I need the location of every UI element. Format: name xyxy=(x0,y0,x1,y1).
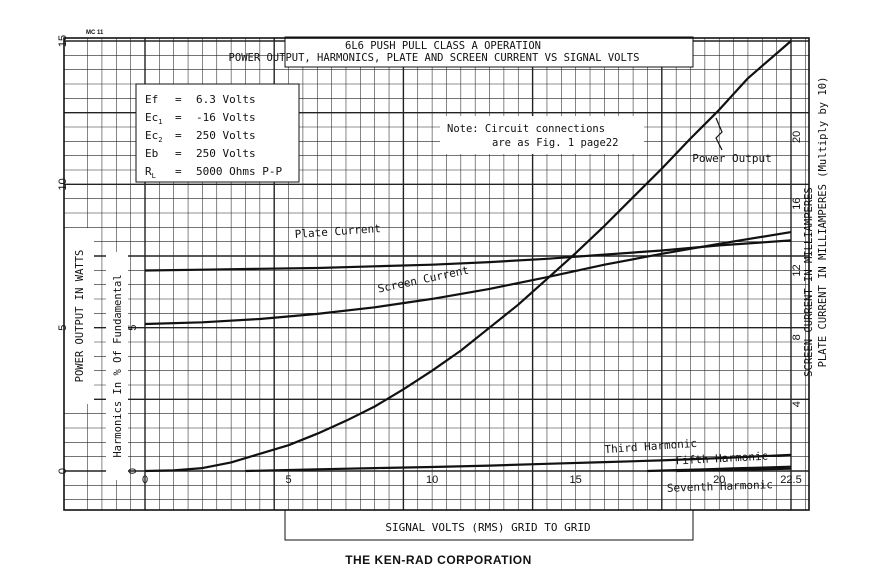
x-axis-label: SIGNAL VOLTS (RMS) GRID TO GRID xyxy=(385,521,590,534)
condition-symbol: Ec1 xyxy=(145,111,162,126)
title-box xyxy=(284,36,694,68)
note-line-1: Note: Circuit connections xyxy=(447,123,605,135)
condition-equals: = xyxy=(175,129,182,142)
power-output-curve xyxy=(144,40,792,473)
current-tick-label: 4 xyxy=(791,401,803,407)
power-output-label: Power Output xyxy=(692,152,771,165)
screen-current-axis-label: SCREEN CURRENT IN MILLIAMPERES xyxy=(803,187,815,377)
x-tick-label: 0 xyxy=(142,474,148,486)
power-tick-label: 5 xyxy=(57,325,69,331)
series-labels: Power Output Plate Current Screen Current T… xyxy=(294,117,773,495)
condition-value: 6.3 Volts xyxy=(196,93,256,106)
condition-value: -16 Volts xyxy=(196,111,256,124)
x-tick-label: 10 xyxy=(426,474,438,486)
power-tick-label: 0 xyxy=(57,468,69,474)
fifth-harmonic-label: Fifth Harmonic xyxy=(675,450,768,468)
x-tick-label: 22.5 xyxy=(780,474,801,486)
condition-equals: = xyxy=(175,93,182,106)
chart-subtitle: POWER OUTPUT, HARMONICS, PLATE AND SCREE… xyxy=(229,52,640,64)
chart-title: 6L6 PUSH PULL CLASS A OPERATION xyxy=(345,40,541,52)
x-tick-label: 20 xyxy=(713,474,725,486)
condition-symbol: Eb xyxy=(145,147,158,160)
condition-subscript: L xyxy=(152,172,156,180)
screen-current-label: Screen Current xyxy=(377,264,470,296)
condition-symbol: Ef xyxy=(145,93,158,106)
plate-current-axis-label: PLATE CURRENT IN MILLIAMPERES (Multiply … xyxy=(817,77,829,368)
note-line-2: are as Fig. 1 page22 xyxy=(492,137,618,149)
chart-code-label: MC 11 xyxy=(86,30,104,36)
note-box xyxy=(440,116,644,154)
seventh-harmonic-label: Seventh Harmonic xyxy=(667,478,773,495)
conditions-box xyxy=(135,83,300,183)
harmonics-tick-label: 0 xyxy=(127,468,139,474)
plot-frame xyxy=(63,37,810,511)
x-tick-label: 15 xyxy=(570,474,582,486)
third-harmonic-label: Third Harmonic xyxy=(604,437,697,456)
condition-subscript: 2 xyxy=(158,136,162,144)
screen-current-curve xyxy=(144,231,792,326)
condition-equals: = xyxy=(175,147,182,160)
power-tick-label: 10 xyxy=(57,178,69,190)
current-tick-label: 20 xyxy=(791,131,803,143)
current-tick-label: 8 xyxy=(791,334,803,340)
condition-equals: = xyxy=(175,111,182,124)
current-tick-label: 12 xyxy=(791,264,803,276)
x-axis-label-box xyxy=(284,509,694,541)
condition-symbol: Ec2 xyxy=(145,129,162,144)
footer-credit: THE KEN-RAD CORPORATION xyxy=(345,553,532,567)
condition-subscript: 1 xyxy=(158,118,162,126)
harmonics-tick-label: 5 xyxy=(127,325,139,331)
current-tick-label: 16 xyxy=(791,198,803,210)
curves xyxy=(144,40,792,473)
harmonics-axis-label-box xyxy=(106,252,128,480)
power-axis-label: POWER OUTPUT IN WATTS xyxy=(74,250,86,383)
condition-value: 5000 Ohms P-P xyxy=(196,165,282,178)
condition-equals: = xyxy=(175,165,182,178)
harmonics-axis-label: Harmonics In % Of Fundamental xyxy=(112,274,124,457)
x-tick-label: 5 xyxy=(285,474,291,486)
power-tick-label: 15 xyxy=(57,35,69,47)
power-output-leader xyxy=(715,117,723,151)
third-harmonic-curve xyxy=(245,453,792,473)
seventh-harmonic-curve xyxy=(676,467,792,473)
fifth-harmonic-curve xyxy=(647,465,792,473)
plate-current-label: Plate Current xyxy=(294,222,381,241)
power-axis-label-box xyxy=(64,228,94,404)
condition-value: 250 Volts xyxy=(196,147,256,160)
operating-conditions: Ef = 6.3 Volts Ec1 = -16 Volts Ec2 = 250 Volts Eb… xyxy=(145,93,282,180)
plate-current-curve xyxy=(144,239,792,272)
condition-symbol: RL xyxy=(145,165,156,180)
condition-value: 250 Volts xyxy=(196,129,256,142)
